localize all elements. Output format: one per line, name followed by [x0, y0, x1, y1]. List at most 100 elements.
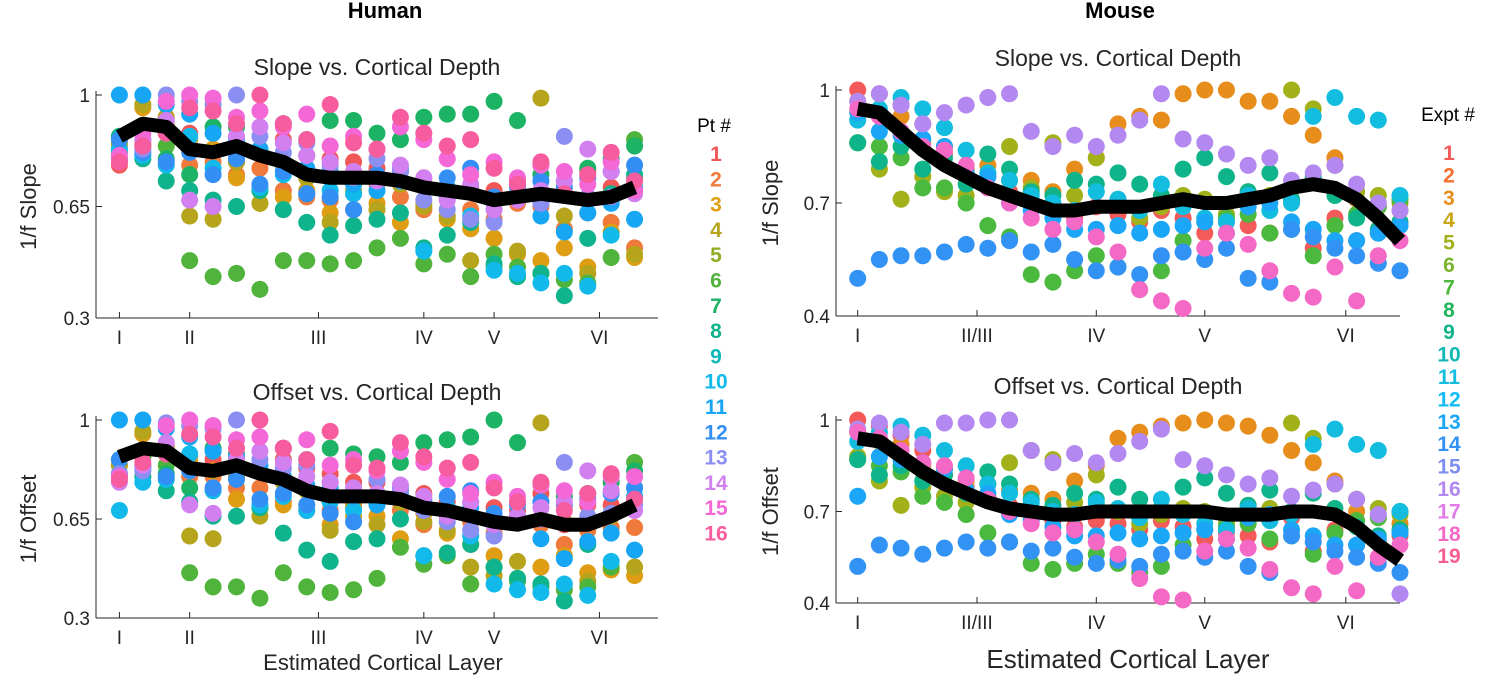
data-point — [438, 169, 456, 187]
legend-entry-8: 8 — [710, 320, 722, 343]
data-point — [626, 541, 644, 559]
data-point — [1001, 138, 1019, 155]
data-point — [1044, 539, 1062, 557]
data-point — [1304, 545, 1322, 563]
data-point — [415, 124, 433, 142]
data-point — [228, 578, 245, 596]
data-point — [368, 210, 386, 228]
data-point — [579, 485, 597, 503]
data-point — [1283, 107, 1301, 125]
data-point — [485, 261, 503, 279]
data-point — [438, 245, 456, 263]
data-point — [1196, 411, 1214, 429]
data-point — [345, 513, 363, 531]
data-point — [532, 207, 550, 225]
data-point — [602, 465, 620, 483]
data-point — [274, 485, 292, 503]
legend-entry-9: 9 — [1443, 321, 1455, 344]
data-point — [1326, 217, 1344, 235]
data-point — [626, 137, 644, 155]
data-point — [1283, 194, 1301, 212]
x-tick-label: VI — [590, 628, 608, 649]
data-point — [1283, 220, 1301, 238]
data-point — [1217, 530, 1235, 548]
data-point — [1391, 202, 1409, 220]
data-point — [1066, 445, 1084, 463]
data-point — [892, 423, 910, 441]
data-point — [509, 581, 526, 599]
data-point — [1174, 243, 1192, 261]
data-point — [1109, 445, 1127, 463]
data-point — [1022, 442, 1040, 459]
data-point — [626, 210, 644, 228]
y-tick-label: 1 — [79, 411, 90, 432]
data-point — [321, 111, 339, 129]
data-point — [321, 584, 339, 602]
data-point — [228, 411, 245, 429]
data-point — [1066, 126, 1084, 144]
data-point — [1152, 247, 1170, 265]
data-point — [462, 485, 480, 503]
data-point — [602, 248, 620, 266]
data-point — [1109, 478, 1127, 496]
data-point — [391, 538, 409, 556]
data-point — [979, 239, 997, 257]
data-point — [391, 510, 409, 528]
data-point — [391, 476, 409, 494]
data-point — [462, 105, 480, 123]
data-point — [298, 578, 316, 596]
data-point — [555, 502, 573, 520]
data-point — [321, 137, 339, 155]
data-point — [1261, 224, 1279, 242]
data-point — [462, 131, 480, 149]
data-point — [870, 414, 888, 432]
series-14 — [849, 527, 1409, 581]
data-point — [345, 252, 363, 270]
data-point — [251, 118, 269, 136]
data-point — [1304, 288, 1322, 306]
legend-entry-2: 2 — [710, 168, 722, 191]
data-point — [1152, 111, 1170, 129]
data-point — [1283, 442, 1301, 459]
data-point — [134, 453, 152, 471]
data-point — [1174, 591, 1192, 609]
data-point — [228, 115, 245, 133]
data-point — [274, 201, 292, 219]
data-point — [251, 175, 269, 193]
data-point — [485, 159, 503, 177]
data-point — [462, 166, 480, 184]
x-tick-label: VI — [1337, 613, 1355, 634]
data-point — [345, 456, 363, 474]
data-point — [1001, 85, 1019, 103]
data-point — [321, 213, 339, 231]
mean-line — [856, 101, 1406, 246]
data-point — [1044, 273, 1062, 291]
y-tick-label: 1 — [79, 86, 90, 107]
data-point — [1174, 130, 1192, 148]
data-point — [532, 89, 550, 107]
data-point — [532, 558, 550, 576]
y-tick-label: 1 — [819, 411, 830, 432]
data-point — [849, 269, 867, 287]
legend-entry-8: 8 — [1443, 299, 1455, 322]
data-point — [1109, 429, 1127, 447]
y-tick-label: 0.3 — [64, 609, 90, 630]
data-point — [509, 175, 526, 193]
data-point — [849, 134, 867, 152]
data-point — [251, 490, 269, 508]
data-point — [1066, 548, 1084, 566]
data-point — [1174, 414, 1192, 432]
data-point — [979, 539, 997, 557]
data-point — [1066, 213, 1084, 231]
data-point — [1217, 239, 1235, 257]
data-point — [345, 111, 363, 129]
data-point — [509, 493, 526, 511]
data-point — [157, 417, 175, 435]
data-point — [1022, 515, 1040, 533]
data-point — [1087, 228, 1105, 246]
data-point — [555, 127, 573, 145]
mean-line — [117, 441, 638, 532]
data-point — [1131, 432, 1149, 450]
data-point — [298, 541, 316, 559]
